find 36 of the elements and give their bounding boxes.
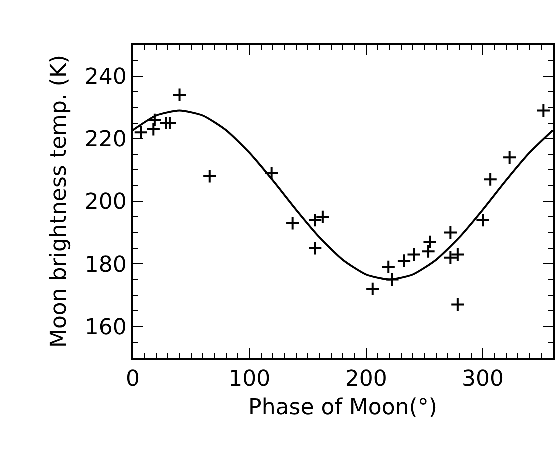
- point: [421, 244, 436, 259]
- point: [422, 234, 438, 250]
- point: [202, 169, 218, 184]
- point: [450, 247, 466, 262]
- point: [172, 88, 188, 102]
- point: [381, 260, 396, 275]
- point: [148, 112, 162, 128]
- point: [146, 122, 161, 137]
- x-axis-title: Phase of Moon(°): [248, 396, 438, 421]
- x-tick-label: 300: [462, 367, 504, 392]
- point: [366, 282, 380, 296]
- point: [385, 272, 400, 288]
- point: [264, 166, 280, 181]
- point: [316, 210, 330, 224]
- point: [162, 116, 178, 131]
- point: [502, 150, 518, 165]
- y-tick-label: 160: [84, 315, 127, 340]
- y-tick-label: 180: [84, 252, 127, 278]
- x-tick-label: 200: [345, 367, 388, 392]
- point: [476, 212, 490, 228]
- y-tick-label: 200: [84, 190, 127, 216]
- point: [536, 103, 551, 118]
- point: [483, 172, 498, 187]
- point: [406, 247, 422, 262]
- y-axis-title: Moon brightness temp. (K): [47, 54, 72, 348]
- x-tick-label: 0: [126, 367, 140, 392]
- point: [396, 254, 412, 268]
- point: [450, 297, 466, 312]
- y-tick-label: 240: [84, 65, 127, 90]
- point: [443, 226, 458, 240]
- point: [308, 212, 323, 228]
- point: [443, 250, 458, 266]
- point: [286, 216, 300, 231]
- x-tick-label: 100: [228, 367, 271, 392]
- point: [308, 241, 323, 256]
- y-tick-label: 220: [84, 128, 127, 153]
